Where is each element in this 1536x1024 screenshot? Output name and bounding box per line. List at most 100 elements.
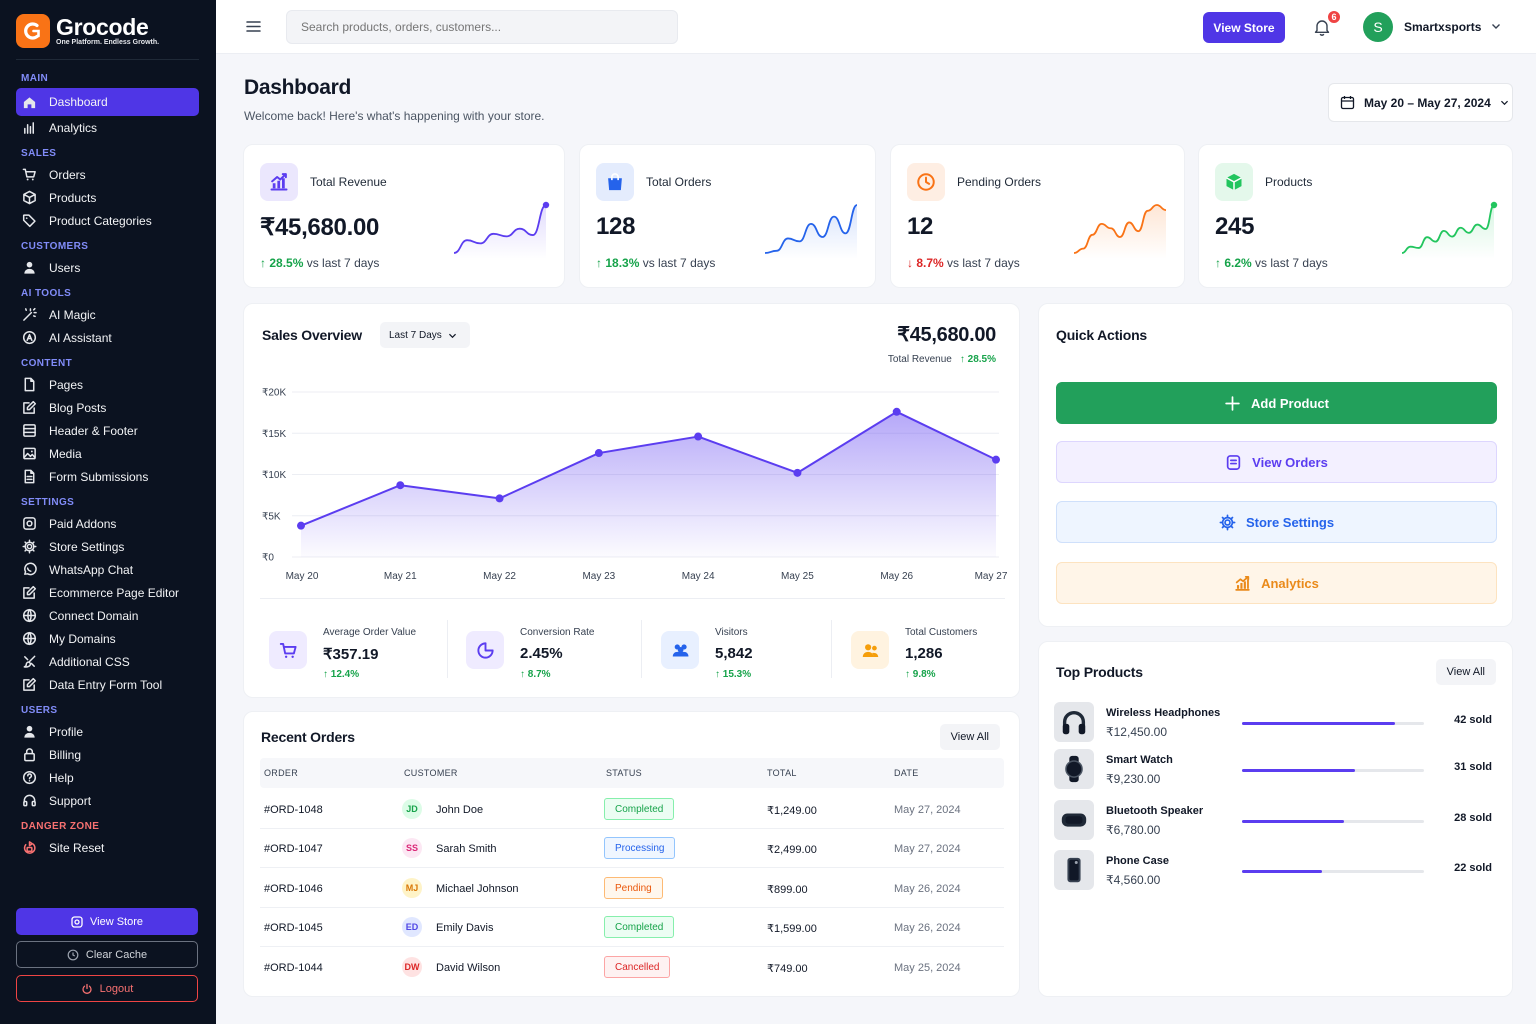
orders-table-header: ORDER CUSTOMER STATUS TOTAL DATE xyxy=(260,758,1004,788)
table-row[interactable]: #ORD-1044 DW David Wilson Cancelled ₹749… xyxy=(260,948,1004,987)
table-row[interactable]: #ORD-1048 JD John Doe Completed ₹1,249.0… xyxy=(260,790,1004,829)
sidebar-view-store-button[interactable]: View Store xyxy=(16,908,198,935)
stat-value: 128 xyxy=(596,213,636,240)
menu-icon[interactable] xyxy=(246,20,261,33)
sidebar-item-form-submissions[interactable]: Form Submissions xyxy=(16,465,199,488)
order-total: ₹749.00 xyxy=(767,963,808,975)
bell-icon[interactable] xyxy=(1314,18,1330,36)
sidebar-view-store-label: View Store xyxy=(90,915,143,928)
sidebar-item-label: Products xyxy=(49,190,97,205)
help-icon xyxy=(22,770,37,785)
sidebar-item-label: AI Magic xyxy=(49,307,96,322)
stat-card-total-orders[interactable]: Total Orders 128 ↑ 18.3% vs last 7 days xyxy=(579,144,876,288)
stat-card-pending-orders[interactable]: Pending Orders 12 ↓ 8.7% vs last 7 days xyxy=(890,144,1185,288)
sidebar-item-support[interactable]: Support xyxy=(16,789,199,812)
order-id[interactable]: #ORD-1044 xyxy=(264,962,323,974)
orders-view-all-button[interactable]: View All xyxy=(939,724,1000,750)
sidebar-item-blog-posts[interactable]: Blog Posts xyxy=(16,396,199,419)
order-id[interactable]: #ORD-1045 xyxy=(264,922,323,934)
stat-change-suffix: vs last 7 days xyxy=(306,256,380,270)
watch-icon xyxy=(1054,749,1094,789)
sidebar-item-media[interactable]: Media xyxy=(16,442,199,465)
chart-point[interactable] xyxy=(694,432,703,441)
order-total: ₹899.00 xyxy=(767,884,808,896)
view-store-button[interactable]: View Store xyxy=(1203,12,1285,43)
sidebar-item-my-domains[interactable]: My Domains xyxy=(16,627,199,650)
sidebar-item-additional-css[interactable]: Additional CSS xyxy=(16,650,199,673)
sidebar-item-pages[interactable]: Pages xyxy=(16,373,199,396)
stat-change-suffix: vs last 7 days xyxy=(1255,256,1328,270)
date-range-picker[interactable]: May 20 – May 27, 2024 xyxy=(1328,83,1513,122)
avatar[interactable]: S xyxy=(1363,12,1393,42)
notification-count-badge: 6 xyxy=(1327,10,1341,24)
sidebar-item-ai-assistant[interactable]: AI Assistant xyxy=(16,326,199,349)
top-product-item[interactable]: Phone Case ₹4,560.00 22 sold xyxy=(1052,850,1496,894)
sales-progress-bar xyxy=(1242,820,1424,823)
chart-point[interactable] xyxy=(495,494,504,503)
stat-card-products[interactable]: Products 245 ↑ 6.2% vs last 7 days xyxy=(1198,144,1513,288)
products-view-all-button[interactable]: View All xyxy=(1435,659,1496,685)
chart-point[interactable] xyxy=(892,407,901,416)
chart-point[interactable] xyxy=(594,449,603,458)
sidebar-item-ecommerce-page-editor[interactable]: Ecommerce Page Editor xyxy=(16,581,199,604)
arrow-up-icon: ↑ xyxy=(1215,256,1225,270)
quick-action-analytics-button[interactable]: Analytics xyxy=(1056,562,1497,604)
divider xyxy=(447,620,448,678)
sidebar-item-products[interactable]: Products xyxy=(16,186,199,209)
kpi-visitors: Visitors 5,842 ↑ 15.3% xyxy=(653,620,833,700)
order-id[interactable]: #ORD-1046 xyxy=(264,883,323,895)
chart-point[interactable] xyxy=(297,521,305,530)
quick-action-view-orders-button[interactable]: View Orders xyxy=(1056,441,1497,483)
table-row[interactable]: #ORD-1046 MJ Michael Johnson Pending ₹89… xyxy=(260,869,1004,908)
store-icon xyxy=(71,915,83,928)
sidebar-item-billing[interactable]: Billing xyxy=(16,743,199,766)
sidebar-item-site-reset[interactable]: Site Reset xyxy=(16,836,199,859)
table-row[interactable]: #ORD-1047 SS Sarah Smith Processing ₹2,4… xyxy=(260,829,1004,868)
sidebar-item-ai-magic[interactable]: AI Magic xyxy=(16,303,199,326)
quick-action-add-product-button[interactable]: Add Product xyxy=(1056,382,1497,424)
units-sold: 28 sold xyxy=(1454,812,1492,824)
search-input[interactable] xyxy=(286,10,678,44)
quick-action-store-settings-button[interactable]: Store Settings xyxy=(1056,501,1497,543)
sidebar-item-header-footer[interactable]: Header & Footer xyxy=(16,419,199,442)
stat-card-total-revenue[interactable]: Total Revenue ₹45,680.00 ↑ 28.5% vs last… xyxy=(243,144,565,288)
sidebar-item-orders[interactable]: Orders xyxy=(16,163,199,186)
top-product-item[interactable]: Smart Watch ₹9,230.00 31 sold xyxy=(1052,749,1496,793)
sidebar-item-store-settings[interactable]: Store Settings xyxy=(16,535,199,558)
status-badge: Completed xyxy=(604,798,675,820)
quick-action-label: View Orders xyxy=(1252,454,1328,470)
units-sold: 22 sold xyxy=(1454,862,1492,874)
clear-cache-button[interactable]: Clear Cache xyxy=(16,941,198,968)
chart-point[interactable] xyxy=(992,455,1000,464)
top-product-item[interactable]: Bluetooth Speaker ₹6,780.00 28 sold xyxy=(1052,800,1496,844)
brand[interactable]: Grocode One Platform. Endless Growth. xyxy=(16,14,159,48)
stat-change-suffix: vs last 7 days xyxy=(947,256,1020,270)
sidebar-item-whatsapp-chat[interactable]: WhatsApp Chat xyxy=(16,558,199,581)
sidebar-item-label: Blog Posts xyxy=(49,400,107,415)
sidebar-item-product-categories[interactable]: Product Categories xyxy=(16,209,199,232)
order-id[interactable]: #ORD-1048 xyxy=(264,804,323,816)
headphones-icon xyxy=(1054,702,1094,742)
logout-button[interactable]: Logout xyxy=(16,975,198,1002)
sidebar-item-analytics[interactable]: Analytics xyxy=(16,116,199,139)
sidebar-item-profile[interactable]: Profile xyxy=(16,720,199,743)
quick-action-label: Add Product xyxy=(1251,395,1329,411)
sidebar-item-paid-addons[interactable]: Paid Addons xyxy=(16,512,199,535)
sales-overview-card: Sales Overview Last 7 Days ₹45,680.00 To… xyxy=(243,303,1020,698)
period-dropdown[interactable]: Last 7 Days xyxy=(380,322,470,348)
sidebar-item-connect-domain[interactable]: Connect Domain xyxy=(16,604,199,627)
sidebar-item-dashboard[interactable]: Dashboard xyxy=(16,88,199,116)
sidebar-item-users[interactable]: Users xyxy=(16,256,199,279)
sidebar-item-label: Product Categories xyxy=(49,213,152,228)
table-row[interactable]: #ORD-1045 ED Emily Davis Completed ₹1,59… xyxy=(260,908,1004,947)
chart-point[interactable] xyxy=(396,481,405,490)
order-id[interactable]: #ORD-1047 xyxy=(264,843,323,855)
sidebar-item-help[interactable]: Help xyxy=(16,766,199,789)
edit-icon xyxy=(22,400,37,415)
chevron-down-icon[interactable] xyxy=(1491,22,1501,30)
chart-line xyxy=(300,410,997,527)
chart-point[interactable] xyxy=(793,468,802,477)
top-product-item[interactable]: Wireless Headphones ₹12,450.00 42 sold xyxy=(1052,702,1496,746)
username[interactable]: Smartxsports xyxy=(1404,20,1482,34)
sidebar-item-data-entry-form-tool[interactable]: Data Entry Form Tool xyxy=(16,673,199,696)
